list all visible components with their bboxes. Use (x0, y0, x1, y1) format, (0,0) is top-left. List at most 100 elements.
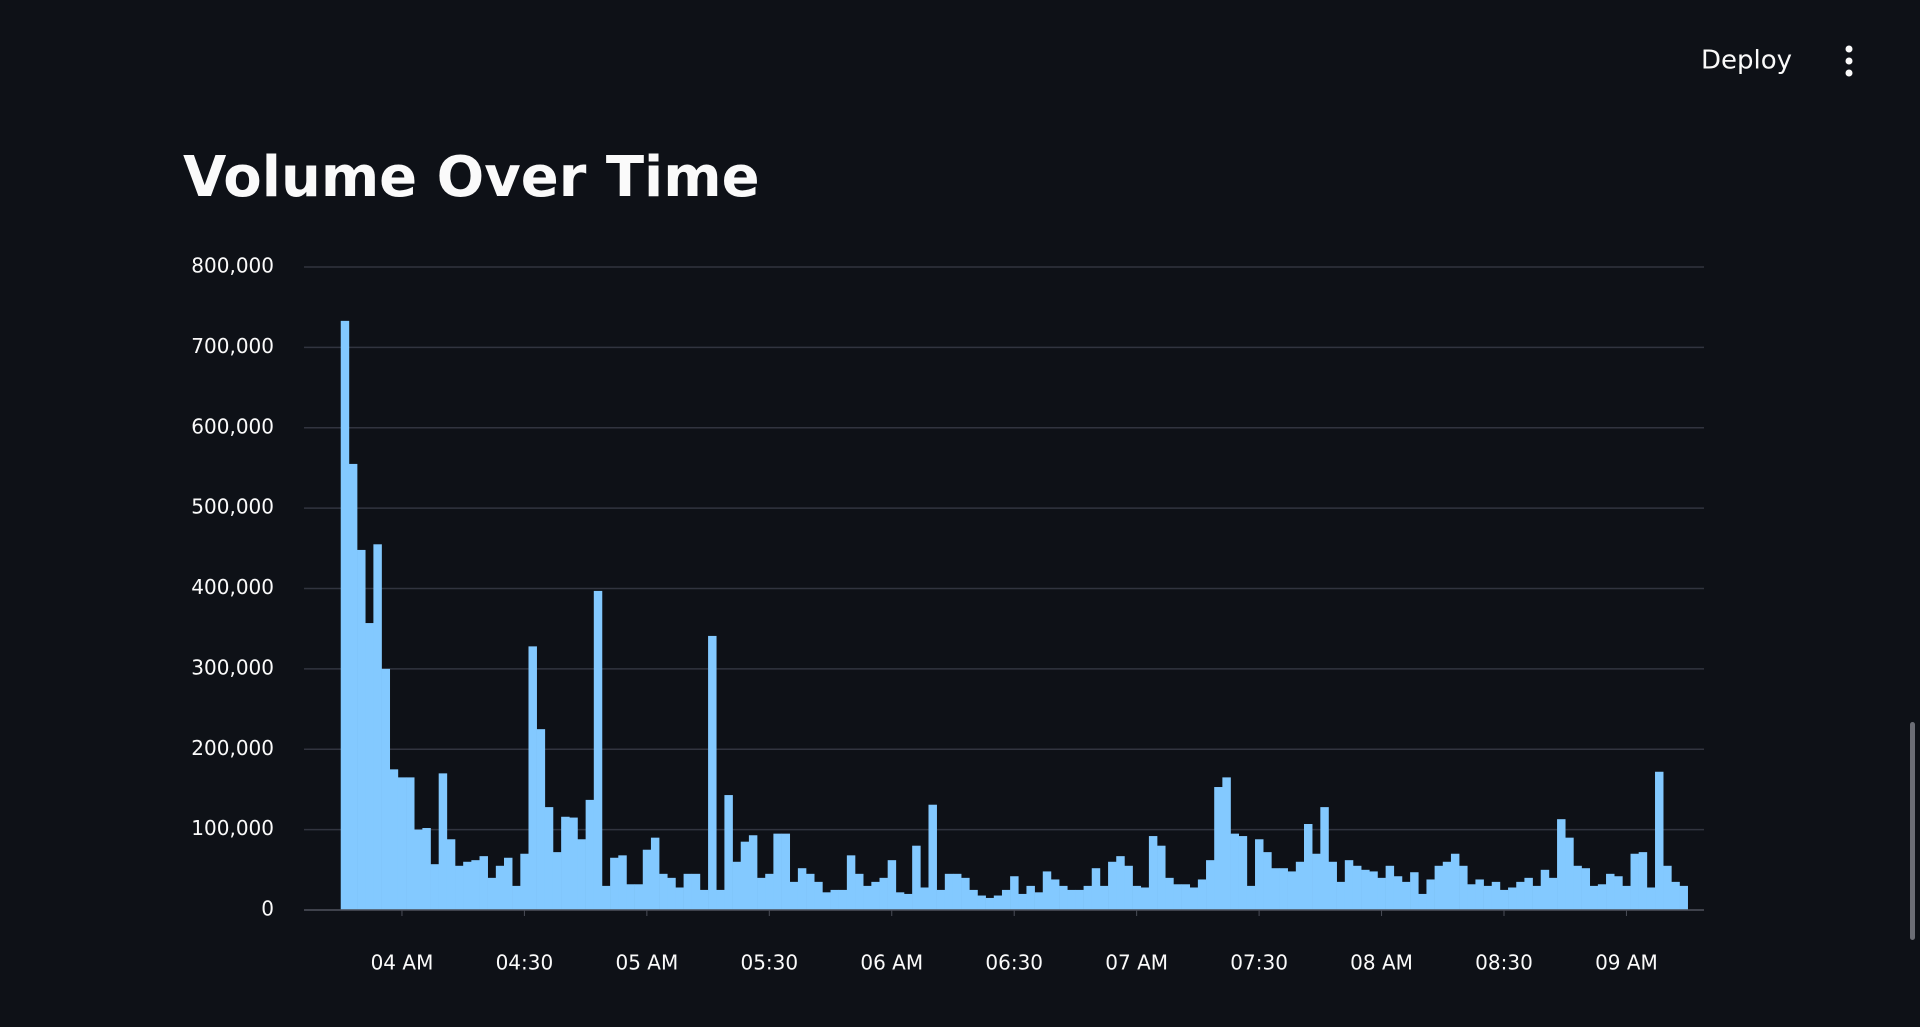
bar (561, 816, 570, 910)
bar (389, 769, 399, 910)
bar (1222, 777, 1231, 910)
bar (1328, 861, 1337, 910)
bar (1279, 868, 1288, 910)
bar (471, 860, 480, 910)
bar (1124, 865, 1133, 910)
bar (552, 852, 562, 910)
bar (961, 877, 970, 910)
bar (1548, 877, 1558, 910)
bar (846, 855, 856, 910)
bar (1108, 861, 1117, 910)
bar (430, 864, 439, 910)
bar (797, 868, 807, 910)
deploy-button[interactable]: Deploy (1701, 46, 1792, 76)
bar (1189, 887, 1199, 910)
x-tick-label: 06 AM (860, 951, 923, 975)
bar (634, 884, 644, 910)
bar (724, 795, 733, 910)
bar (748, 835, 758, 910)
bar (993, 895, 1003, 910)
bar (528, 646, 537, 910)
bar (675, 887, 684, 910)
bar (1312, 853, 1321, 910)
bar (1344, 860, 1354, 910)
bar (716, 889, 725, 910)
bar (699, 889, 709, 910)
bar (1614, 876, 1623, 910)
bar (740, 841, 750, 910)
bar (912, 845, 921, 910)
bar (1638, 852, 1648, 910)
bar (463, 861, 472, 910)
bar (536, 729, 546, 910)
bar (626, 884, 635, 910)
bar (789, 881, 799, 910)
bar (855, 873, 864, 910)
bar (1099, 885, 1109, 910)
y-tick-label: 500,000 (191, 495, 274, 519)
bar (585, 799, 595, 910)
bar (1573, 865, 1582, 910)
bar (618, 855, 627, 910)
y-tick-label: 200,000 (191, 736, 274, 760)
bar (1508, 887, 1517, 910)
bar (863, 885, 872, 910)
bar (952, 873, 962, 910)
menu-button[interactable] (1845, 45, 1853, 77)
menu-dot (1845, 57, 1853, 65)
bar (944, 873, 954, 910)
y-tick-label: 800,000 (191, 254, 274, 278)
x-tick-label: 07 AM (1105, 951, 1168, 975)
bar (650, 837, 660, 910)
bar (1491, 881, 1501, 910)
bar (1206, 860, 1215, 910)
bar (1255, 839, 1264, 910)
bar (397, 777, 407, 910)
bar (348, 463, 358, 910)
scrollbar[interactable] (1910, 722, 1915, 940)
bar (381, 668, 391, 910)
bar (806, 873, 815, 910)
bar (1116, 856, 1125, 910)
bar (781, 833, 791, 910)
bar (601, 885, 611, 910)
menu-dot (1845, 69, 1853, 77)
bar (1589, 885, 1599, 910)
bar (1336, 881, 1346, 910)
bar (1646, 887, 1656, 910)
bar (1295, 861, 1305, 910)
x-tick-label: 04:30 (496, 951, 554, 975)
bar (936, 889, 946, 910)
bar (1091, 868, 1101, 910)
bar (520, 853, 529, 910)
bar (1369, 871, 1378, 910)
bar (406, 777, 415, 910)
bar (487, 877, 497, 910)
bar (1010, 876, 1019, 910)
bar (1475, 879, 1484, 910)
bar (446, 839, 456, 910)
bar (365, 623, 374, 910)
bar (765, 873, 774, 910)
bar (504, 857, 513, 910)
bar (1499, 889, 1509, 910)
bar (985, 897, 995, 910)
y-tick-label: 100,000 (191, 816, 274, 840)
bar (642, 849, 652, 910)
bar (1001, 889, 1011, 910)
bar (577, 839, 586, 910)
bar (683, 873, 693, 910)
bar (814, 881, 823, 910)
bar (838, 889, 848, 910)
bar (1075, 889, 1084, 910)
bar (1467, 884, 1476, 910)
bar (1450, 853, 1460, 910)
x-tick-label: 08:30 (1475, 951, 1533, 975)
bar (895, 892, 905, 910)
y-tick-label: 600,000 (191, 414, 274, 438)
bar (1663, 865, 1672, 910)
bar (357, 549, 366, 910)
